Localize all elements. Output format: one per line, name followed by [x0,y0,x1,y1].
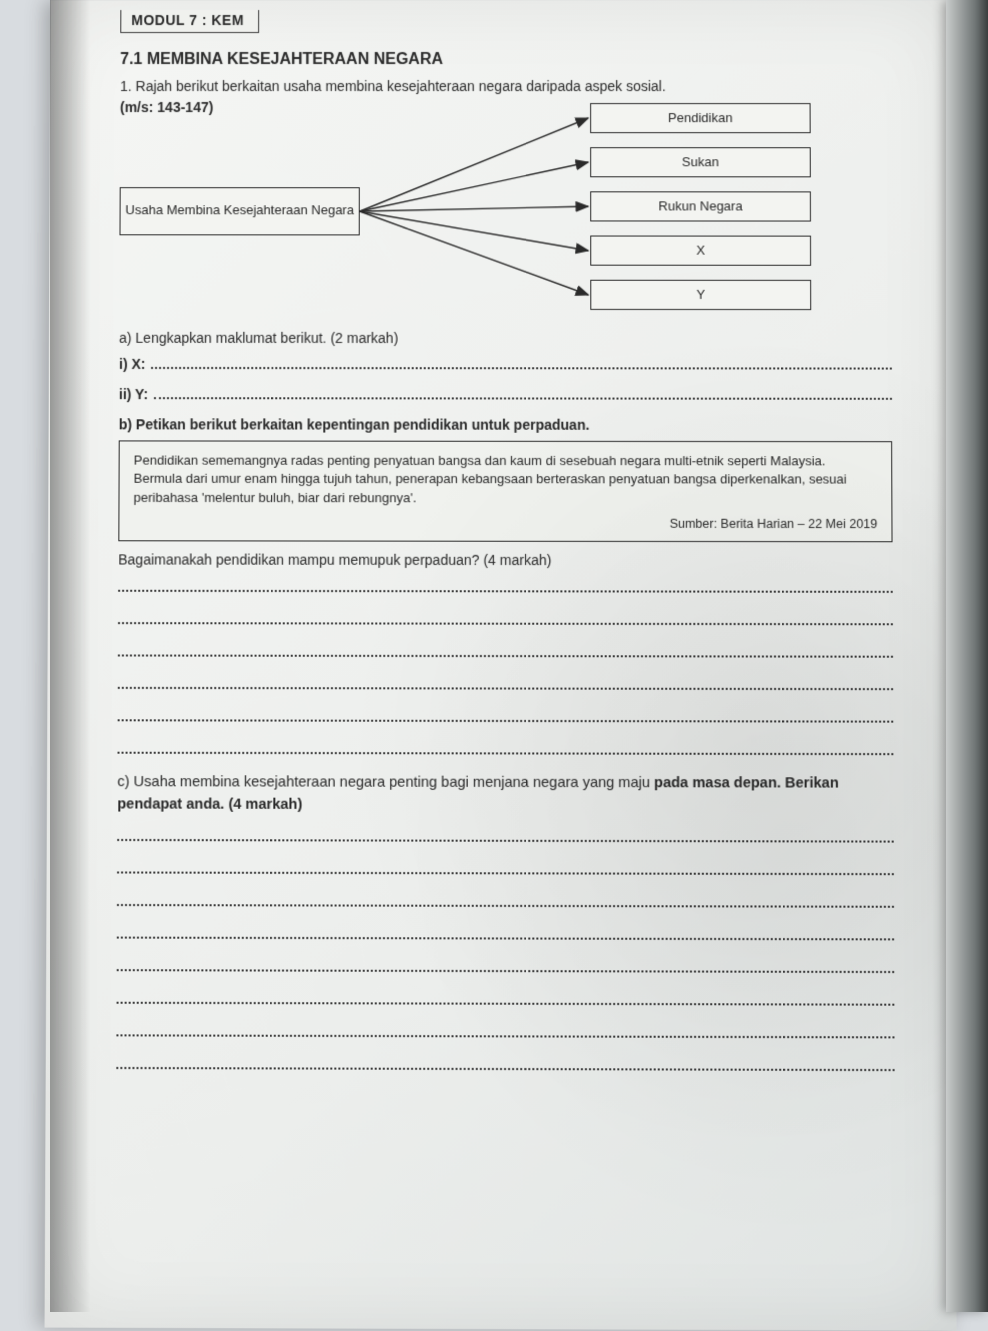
answer-line[interactable] [117,957,895,973]
answer-block-b[interactable] [118,578,894,756]
section-title: 7.1 MEMBINA KESEJAHTERAAN NEGARA [120,51,891,69]
c-line-1: c) Usaha membina kesejahteraan negara pe… [117,774,650,791]
diagram-box-rukun-negara: Rukun Negara [590,191,811,221]
b-question-prompt: Bagaimanakah pendidikan mampu memupuk pe… [118,552,892,569]
answer-block-c[interactable] [116,827,894,1071]
x-label: i) X: [119,355,146,371]
answer-line[interactable] [118,740,894,756]
sub-question-c: c) Usaha membina kesejahteraan negara pe… [117,772,893,818]
answer-line[interactable] [116,1022,894,1038]
answer-line[interactable] [117,989,895,1005]
fill-line-x: i) X: [119,355,892,372]
answer-line[interactable] [118,610,893,625]
answer-line[interactable] [116,1054,894,1070]
fill-line-y: ii) Y: [119,386,892,403]
answer-line[interactable] [118,578,893,593]
y-label: ii) Y: [119,386,148,402]
answer-blank-y[interactable] [154,386,892,399]
excerpt-box: Pendidikan sememangnya radas penting pen… [118,440,892,543]
sub-question-a: a) Lengkapkan maklumat berikut. (2 marka… [119,329,892,346]
answer-line[interactable] [117,827,894,843]
diagram-box-pendidikan: Pendidikan [590,103,811,133]
concept-diagram: Usaha Membina Kesejahteraan Negara Pendi… [119,95,881,316]
b-question-text: Bagaimanakah pendidikan mampu memupuk pe… [118,552,551,569]
answer-blank-x[interactable] [151,356,891,369]
worksheet-page: MODUL 7 : KEM 7.1 MEMBINA KESEJAHTERAAN … [45,0,957,1331]
diagram-box-sukan: Sukan [590,147,811,177]
answer-line[interactable] [118,675,893,690]
excerpt-source: Sumber: Berita Harian – 22 Mei 2019 [133,514,877,533]
excerpt-text: Pendidikan sememangnya radas penting pen… [134,451,878,509]
diagram-box-x: X [590,235,811,265]
module-tab: MODUL 7 : KEM [120,10,259,33]
answer-line[interactable] [118,707,894,723]
answer-line[interactable] [117,892,894,908]
sub-question-b: b) Petikan berikut berkaitan kepentingan… [119,416,892,433]
diagram-box-y: Y [590,279,811,309]
diagram-main-box: Usaha Membina Kesejahteraan Negara [119,187,359,235]
answer-line[interactable] [118,643,893,658]
book-right-edge [946,0,988,1312]
answer-line[interactable] [117,859,894,875]
answer-line[interactable] [117,924,894,940]
module-label: MODUL 7 : KEM [131,12,244,28]
